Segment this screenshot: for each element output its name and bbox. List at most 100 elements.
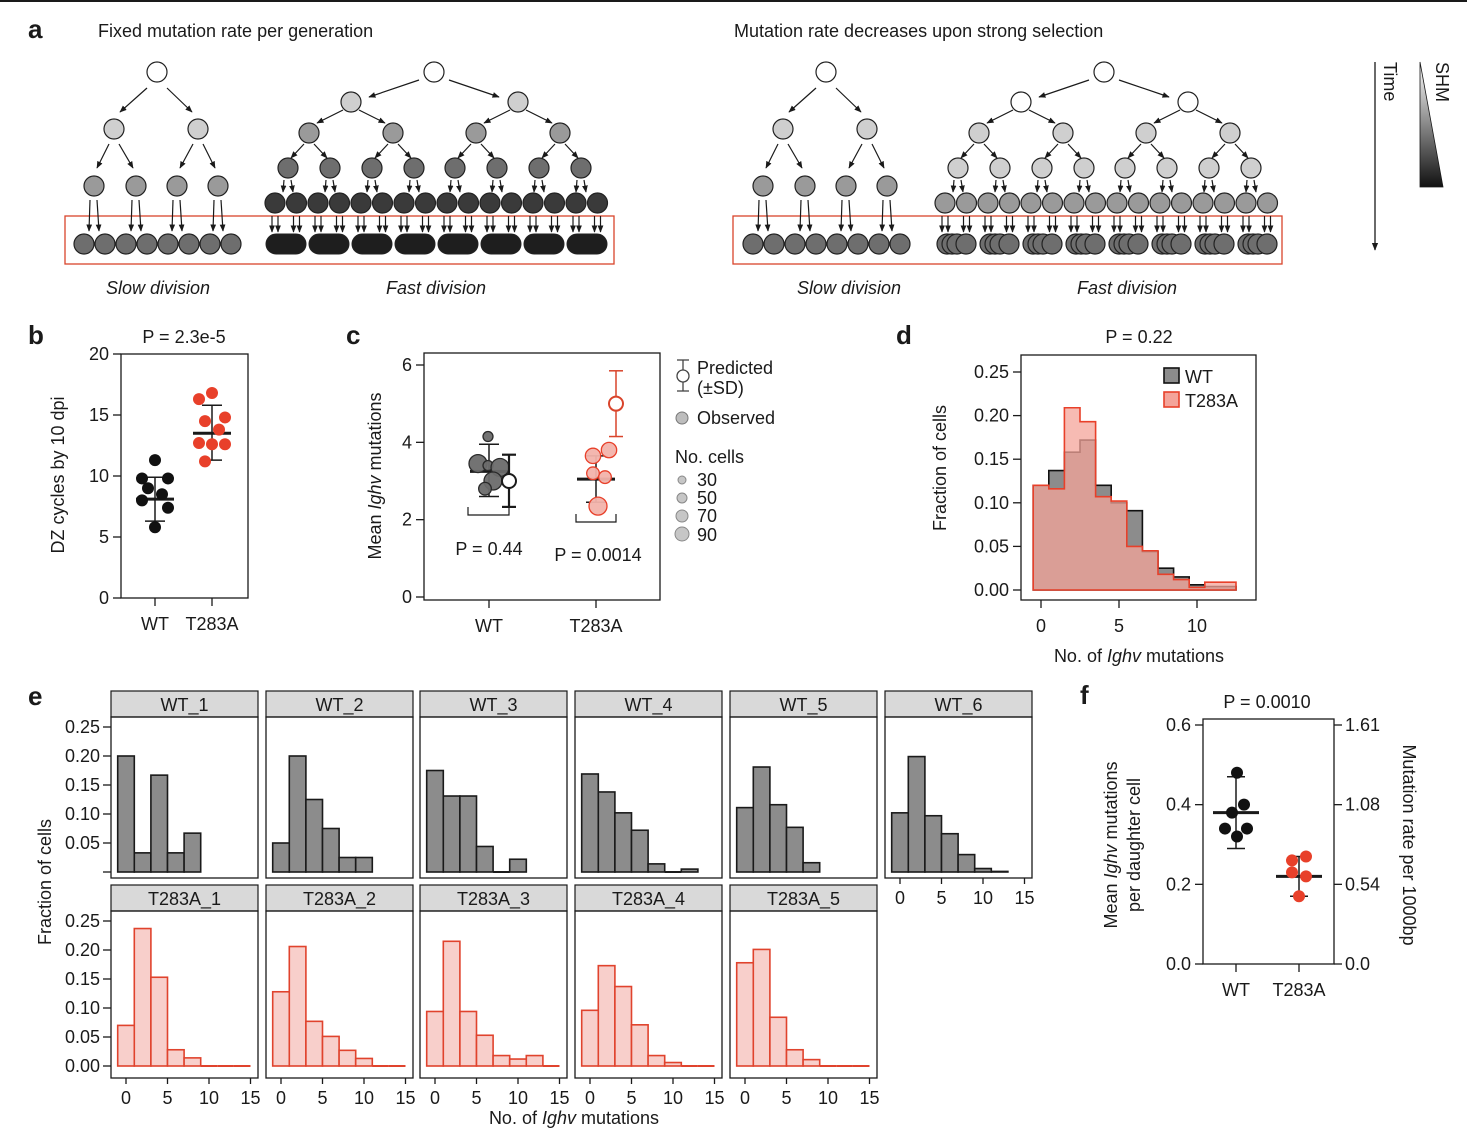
facet-T283A_4: T283A_4 0 5 10 15 — [574, 884, 725, 1108]
proliferating-cell — [479, 192, 501, 214]
panel-f-plot: 0.0 0.2 0.4 0.6 0.0 0.54 1.08 1.61 WT T283A — [1166, 715, 1380, 1000]
proliferating-cell — [1256, 192, 1279, 214]
y-tick-label: 10 — [89, 466, 109, 486]
daughter-cell — [1219, 122, 1241, 144]
daughter-cell — [835, 175, 857, 197]
selected-cell — [115, 233, 137, 255]
lineage-arrow — [1085, 179, 1091, 193]
histogram-bar — [150, 774, 169, 873]
lineage-arrow — [1211, 143, 1226, 159]
histogram-bar — [338, 856, 357, 873]
histogram-bar — [630, 1024, 649, 1067]
panel-f-y2label: Mutation rate per 1000bp — [1399, 744, 1419, 945]
shm-gradient-wedge — [1419, 61, 1444, 188]
facet-frame — [884, 716, 1033, 879]
proliferating-cell — [264, 192, 286, 214]
daughter-cell — [856, 118, 878, 140]
selected-cell — [136, 233, 158, 255]
histogram-bar — [475, 845, 494, 873]
x-tick-label: T283A — [569, 616, 622, 636]
proliferating-cell — [393, 192, 415, 214]
lineage-arrow — [755, 199, 762, 232]
histogram-bar — [752, 948, 771, 1067]
facet-WT_3: WT_3 — [419, 690, 568, 879]
legend-size-30 — [677, 475, 687, 485]
y-tick-label: 2 — [402, 510, 412, 530]
daughter-cell — [382, 122, 404, 144]
histogram-bar — [288, 945, 307, 1067]
data-point-T283A — [219, 411, 231, 424]
legend-size-50-label: 50 — [697, 488, 717, 508]
xlabel-gene: Ighv — [542, 1108, 577, 1128]
lineage-arrow — [289, 179, 295, 193]
lineage-arrow — [406, 179, 413, 193]
daughter-cell — [444, 157, 466, 179]
proliferating-cell — [500, 192, 523, 214]
facet-strip-label: WT_1 — [160, 695, 208, 716]
histogram-bar — [890, 812, 910, 873]
panel-b-dz-cycles: b P = 2.3e-5 DZ cycles by 10 dpi 0 5 10 15 2… — [28, 320, 249, 634]
histogram-bar — [735, 806, 755, 873]
lineage-arrow — [788, 87, 817, 113]
lineage-arrow — [1118, 79, 1170, 98]
facet-WT_1: WT_1 — [110, 690, 259, 879]
lineage-trees — [64, 61, 1283, 265]
lineage-arrow — [169, 199, 176, 232]
proliferating-cell — [977, 192, 999, 214]
daughter-cell — [1240, 157, 1262, 179]
proliferating-cell — [1192, 192, 1214, 214]
daughter-cell — [125, 175, 147, 197]
facet-strip-label: T283A_1 — [148, 889, 221, 910]
panel-d-plot: 0.00 0.05 0.10 0.15 0.20 0.25 0 5 10 WT T283A — [974, 354, 1257, 636]
selected-cell — [784, 233, 806, 255]
daughter-cell — [403, 157, 425, 179]
observed-point-T283A — [588, 496, 608, 516]
daughter-cell — [989, 157, 1011, 179]
facet-frame — [419, 716, 568, 879]
lineage-arrow — [1150, 143, 1165, 159]
x-tick-label: 5 — [162, 1088, 172, 1108]
facet-strip-label: WT_6 — [934, 695, 982, 716]
data-point-T283A — [219, 438, 231, 451]
lineage-arrow — [1044, 143, 1059, 159]
histogram-bar — [354, 856, 374, 873]
histogram-bar — [508, 858, 528, 873]
selected-cell-cluster — [437, 233, 479, 255]
lineage-arrow — [166, 87, 193, 113]
data-point-WT — [156, 488, 168, 501]
panel-b-ylabel: DZ cycles by 10 dpi — [48, 396, 68, 553]
data-point-WT — [1226, 806, 1238, 819]
lineage-arrow — [1195, 109, 1223, 124]
founder-cell — [146, 61, 168, 83]
xlabel-part: mutations — [576, 1108, 659, 1128]
facet-WT_5: WT_5 — [729, 690, 878, 879]
histogram-bar — [525, 1054, 544, 1067]
lineage-arrow — [447, 179, 454, 193]
histogram-bar — [150, 976, 169, 1067]
facet-strip — [574, 884, 723, 912]
legend-predicted-marker — [676, 369, 690, 383]
proliferating-cell — [1235, 192, 1257, 214]
observed-point-WT — [478, 481, 492, 496]
x-tick-label: 5 — [317, 1088, 327, 1108]
x-tick-label: 0 — [740, 1088, 750, 1108]
x-tick-label: 10 — [508, 1088, 528, 1108]
y-tick-label: 0.25 — [65, 911, 100, 931]
data-point-WT — [1219, 822, 1231, 835]
slow-division-label-right: Slow division — [797, 278, 901, 298]
x-tick-label: 5 — [471, 1088, 481, 1108]
histogram-bar — [647, 863, 666, 873]
daughter-cell — [1198, 157, 1220, 179]
comparison-bracket — [575, 514, 617, 523]
data-point-WT — [136, 494, 148, 507]
selected-cell — [220, 233, 242, 255]
x-tick-label: 15 — [704, 1088, 724, 1108]
histogram-bar — [425, 1010, 445, 1067]
lineage-arrow — [397, 143, 412, 159]
lineage-arrow — [960, 143, 975, 159]
p-value-t283a: P = 0.0014 — [554, 545, 641, 565]
histogram-bar — [580, 773, 600, 873]
lineage-arrow — [358, 109, 386, 124]
plot-frame — [1202, 718, 1335, 965]
panel-d-title: P = 0.22 — [1105, 327, 1172, 347]
